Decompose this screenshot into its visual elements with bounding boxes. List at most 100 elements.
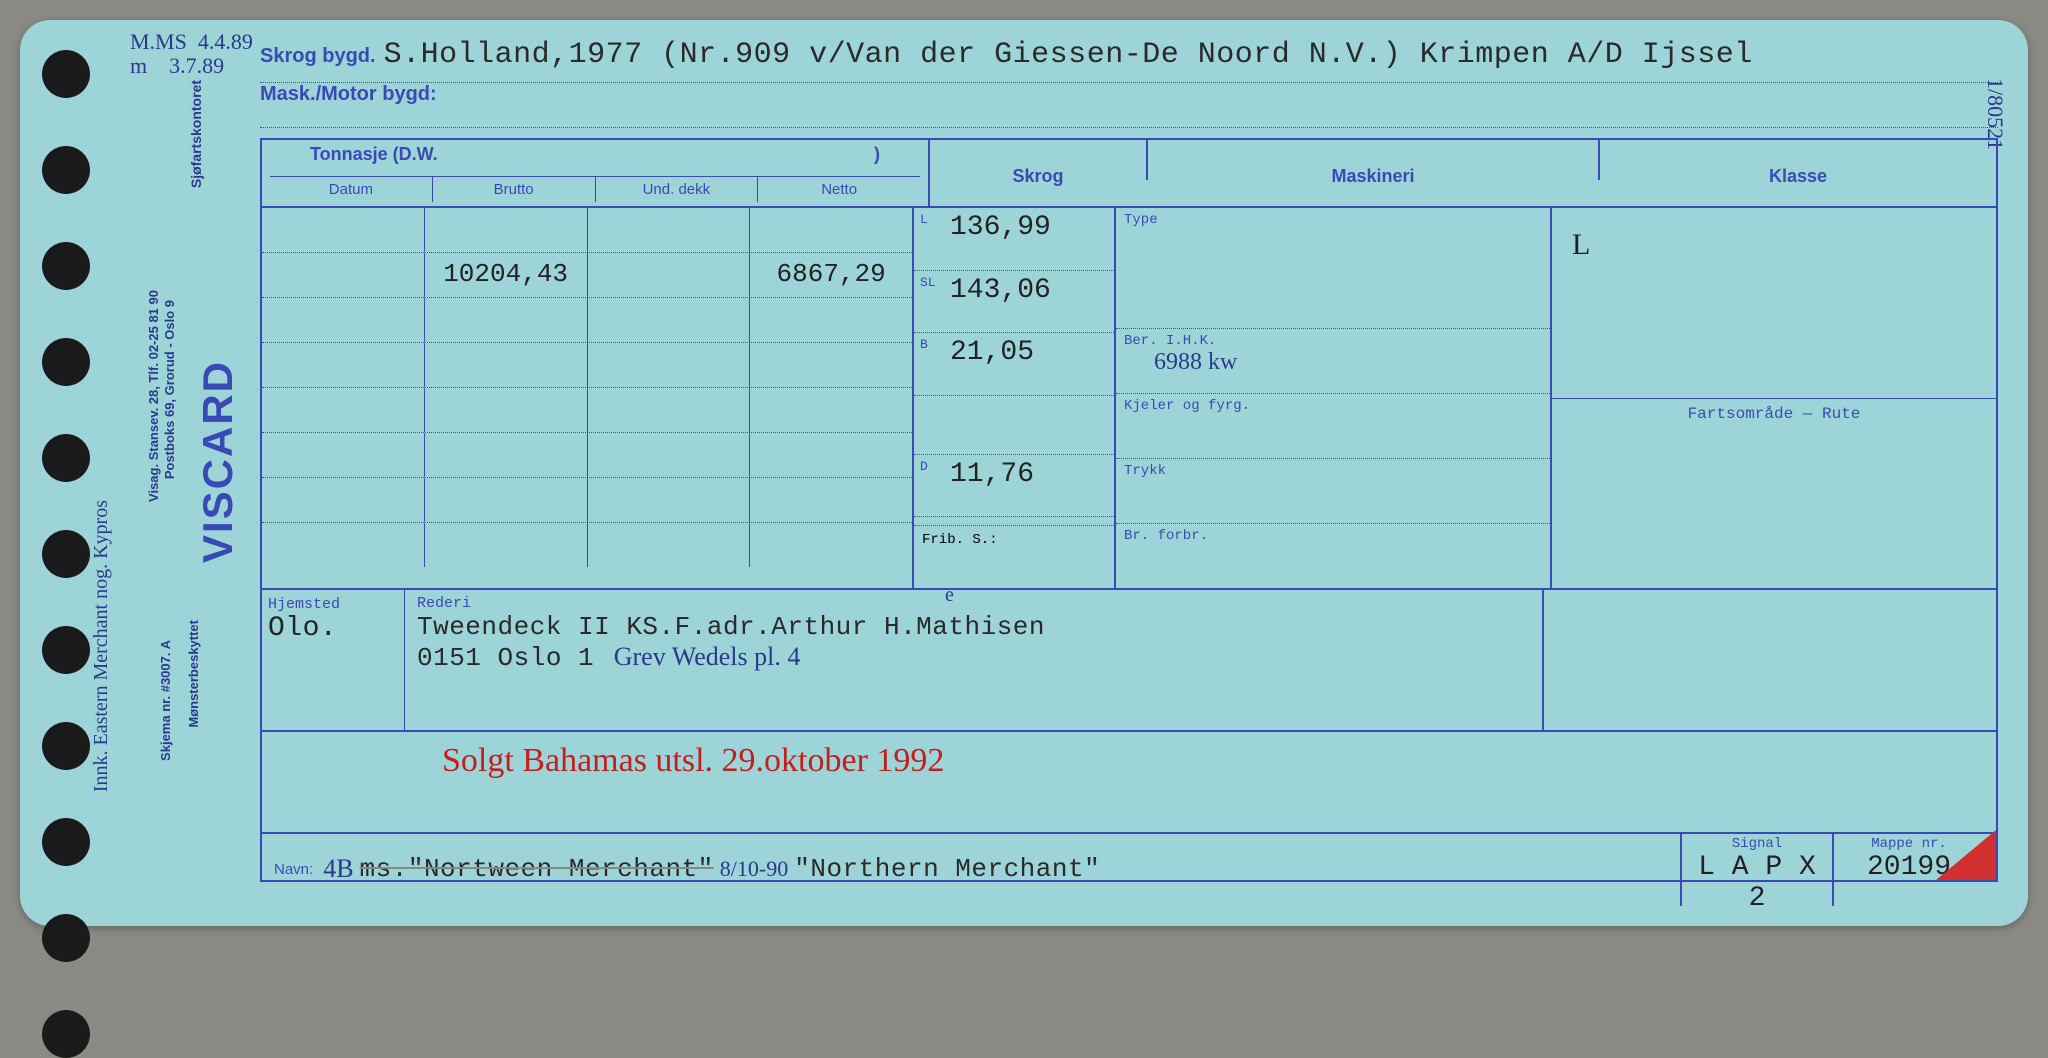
netto-val — [750, 208, 912, 252]
hole — [42, 914, 90, 962]
brutto-header: Brutto — [433, 177, 596, 202]
mask-bygd-label: Mask./Motor bygd: — [260, 83, 437, 106]
hjemsted-label: Hjemsted — [268, 596, 340, 613]
klasse-header: Klasse — [1600, 140, 1996, 180]
frib-label: Frib. S.: — [922, 532, 998, 548]
skrog-B: B21,05 — [914, 333, 1114, 396]
navn-row: Navn: 4B ms."Nortween Merchant" 8/10-90 … — [262, 834, 1996, 904]
navn-date: 8/10-90 — [720, 856, 788, 882]
tonnage-row — [262, 523, 912, 567]
skrog-bygd-value: S.Holland,1977 (Nr.909 v/Van der Giessen… — [384, 38, 1753, 72]
navn-label: Navn: — [274, 861, 313, 878]
tonnage-row — [262, 298, 912, 343]
hole — [42, 530, 90, 578]
tonnage-header-block: Tonnasje (D.W. ) Datum Brutto Und. dekk … — [262, 140, 930, 206]
type-row: Type — [1116, 208, 1550, 329]
tonnage-row — [262, 433, 912, 478]
sale-note-row: Solgt Bahamas utsl. 29.oktober 1992 — [262, 732, 1996, 834]
punch-holes — [42, 50, 90, 1058]
frib-row: Frib. S.: — [914, 526, 1114, 588]
netto-header: Netto — [758, 177, 920, 202]
signal-value: L A P X 2 — [1682, 852, 1832, 914]
ihk-row: Ber. I.H.K. 6988 kw — [1116, 329, 1550, 394]
tonnage-row — [262, 478, 912, 523]
skrog-SL-val: 143,06 — [950, 275, 1051, 306]
unddekk-header: Und. dekk — [596, 177, 759, 202]
address2: Postboks 69, Grorud - Oslo 9 — [162, 300, 177, 479]
skjema-nr: Skjema nr. #3007. A — [158, 640, 173, 761]
brutto-val: 10204,43 — [425, 253, 588, 297]
hole — [42, 338, 90, 386]
hjemsted-label-cell: Hjemsted Olo. — [262, 590, 405, 730]
signal-label: Signal — [1682, 836, 1832, 852]
tonnage-header: Tonnasje (D.W. ) — [270, 144, 920, 177]
top-hand-dates: M.MS 4.4.89 m 3.7.89 — [130, 30, 253, 78]
mask-bygd-line: Mask./Motor bygd: — [260, 83, 1998, 128]
sjofart-label: Sjøfartskontoret — [188, 80, 204, 188]
skrog-D: D11,76 — [914, 455, 1114, 518]
rederi-label: Rederi — [417, 595, 471, 612]
skrog-header: Skrog — [930, 140, 1148, 180]
header-row: Tonnasje (D.W. ) Datum Brutto Und. dekk … — [262, 140, 1996, 208]
hjemsted-value: Olo. — [268, 613, 337, 644]
viscard-brand: VISCARD — [194, 360, 242, 563]
brforbr-label: Br. forbr. — [1124, 528, 1208, 544]
type-label: Type — [1124, 212, 1158, 228]
skrog-B-val: 21,05 — [950, 337, 1034, 368]
fartsomrade-row: Fartsområde — Rute — [1552, 399, 1996, 589]
ihk-label: Ber. I.H.K. — [1124, 333, 1216, 349]
hole — [42, 626, 90, 674]
skrog-SL: SL143,06 — [914, 271, 1114, 334]
ihk-value: 6988 kw — [1154, 349, 1542, 376]
hand-left-note: Innk. Eastern Merchant nog. Kypros — [90, 500, 113, 792]
hole — [42, 50, 90, 98]
hole — [42, 722, 90, 770]
maskineri-header: Maskineri — [1148, 140, 1600, 180]
fartsomrade-label: Fartsområde — Rute — [1688, 405, 1861, 423]
tonnage-row — [262, 343, 912, 388]
unddekk-val — [588, 208, 751, 252]
skrog-bygd-line: Skrog bygd. S.Holland,1977 (Nr.909 v/Van… — [260, 38, 1998, 83]
maskineri-column: Type Ber. I.H.K. 6988 kw Kjeler og fyrg.… — [1116, 208, 1552, 588]
rederi-hand-addr: Grev Wedels pl. 4 — [614, 642, 801, 671]
skrog-column: L136,99 SL143,06 B21,05 D11,76 Frib. S.: — [914, 208, 1116, 588]
brforbr-row: Br. forbr. — [1116, 524, 1550, 588]
skrog-L-val: 136,99 — [950, 212, 1051, 243]
signal-box: Signal L A P X 2 — [1680, 832, 1832, 906]
hole — [42, 1010, 90, 1058]
kjeler-row: Kjeler og fyrg. — [1116, 394, 1550, 459]
datum-val — [262, 208, 425, 252]
tonnage-row: 10204,43 6867,29 — [262, 253, 912, 298]
hjemsted-rederi-row: Hjemsted Olo. Rederi e Tweendeck II KS.F… — [262, 590, 1996, 732]
ship-registry-card: Sjøfartskontoret VISCARD Visag. Stansev.… — [20, 20, 2028, 926]
left-margin-labels: Sjøfartskontoret VISCARD Visag. Stansev.… — [98, 20, 198, 926]
rederi-line2: 0151 Oslo 1 — [417, 643, 594, 673]
datum-val — [262, 253, 425, 297]
tonnage-row — [262, 388, 912, 433]
navn-new: "Northern Merchant" — [794, 854, 1100, 884]
netto-val: 6867,29 — [750, 253, 912, 297]
tonnage-label: Tonnasje (D.W. — [310, 144, 438, 164]
trykk-row: Trykk — [1116, 459, 1550, 524]
rederi-cell: Rederi e Tweendeck II KS.F.adr.Arthur H.… — [405, 590, 1544, 730]
navn-hand-4b: 4B — [323, 854, 353, 884]
klasse-dash: L — [1572, 228, 1590, 262]
hole — [42, 146, 90, 194]
skrog-bygd-label: Skrog bygd. — [260, 45, 376, 68]
brutto-val — [425, 208, 588, 252]
rederi-hand-e: e — [945, 584, 954, 607]
card-content: M.MS 4.4.89 m 3.7.89 1/80521 Skrog bygd.… — [260, 38, 1998, 906]
navn-old: ms."Nortween Merchant" — [360, 854, 714, 884]
trykk-label: Trykk — [1124, 463, 1166, 479]
skrog-D-val: 11,76 — [950, 459, 1034, 490]
rederi-line1: Tweendeck II KS.F.adr.Arthur H.Mathisen — [417, 612, 1045, 642]
unddekk-val — [588, 253, 751, 297]
hole — [42, 818, 90, 866]
body-area: 10204,43 6867,29 — [262, 208, 1996, 590]
klasse-column: L Fartsområde — Rute — [1552, 208, 1996, 588]
klasse-value-row: L — [1552, 208, 1996, 399]
address1: Visag. Stansev. 28, Tlf. 02-25 81 90 — [146, 290, 161, 502]
sale-note: Solgt Bahamas utsl. 29.oktober 1992 — [442, 742, 944, 779]
red-corner-mark — [1936, 830, 1996, 880]
tonnage-subheaders: Datum Brutto Und. dekk Netto — [270, 177, 920, 202]
